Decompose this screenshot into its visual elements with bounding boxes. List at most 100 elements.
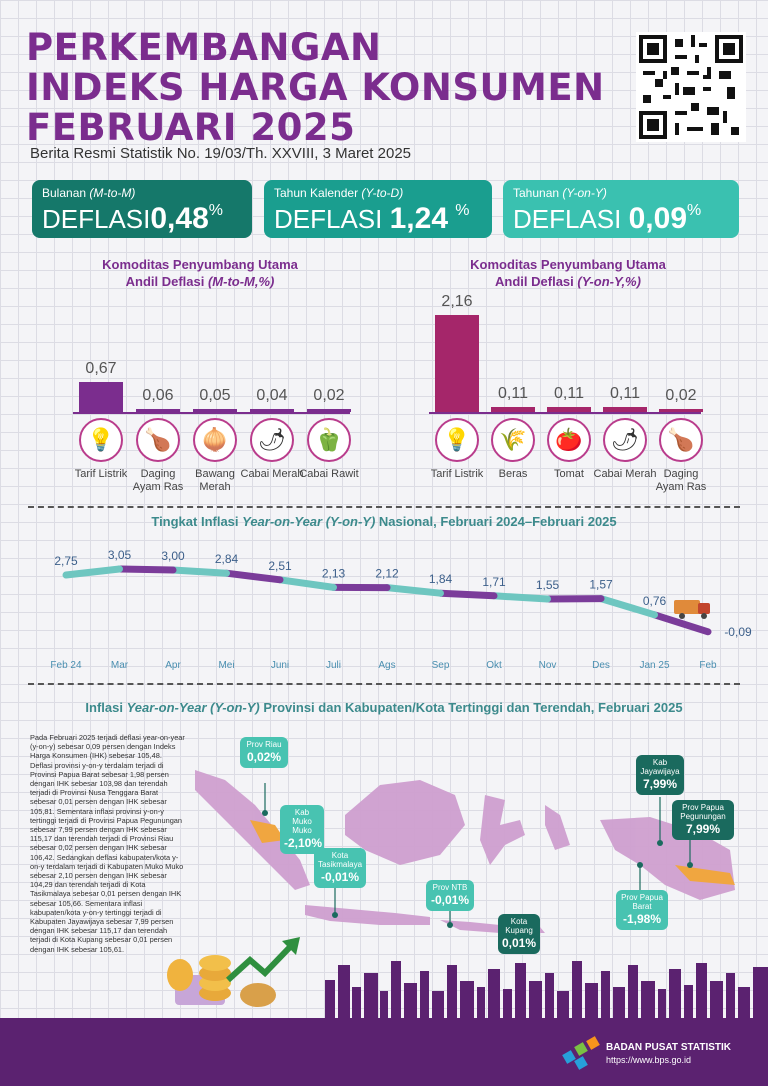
mtm-baseline <box>73 412 350 414</box>
pin-prov-papua-barat-name: Prov Papua Barat <box>621 893 663 911</box>
yoy-category-4: Daging Ayam Ras <box>655 468 707 493</box>
map-java <box>305 905 430 925</box>
line-segment-4 <box>276 576 337 591</box>
yoy-bar-label-2: 0,11 <box>554 385 584 403</box>
pin-kab-jayawijaya-value: 7,99% <box>642 777 678 791</box>
line-segment-8 <box>490 592 551 603</box>
footer <box>0 1018 768 1086</box>
yoy-bar-label-1: 0,11 <box>498 385 528 403</box>
map-title-italic: Year-on-Year (Y-on-Y) <box>126 700 260 715</box>
card-monthly-word: DEFLASI <box>42 204 151 234</box>
qr-code[interactable] <box>636 32 746 142</box>
yoy-bar-1 <box>491 407 535 412</box>
mtm-category-1: Daging Ayam Ras <box>132 468 184 493</box>
card-monthly-value: 0,48 <box>150 202 209 235</box>
card-yoy-label: Tahunan <box>513 186 560 200</box>
pin-prov-ntb-value: -0,01% <box>430 893 470 907</box>
indonesia-map <box>167 770 768 1020</box>
x-tick-label-2: Apr <box>165 660 181 671</box>
mtm-title-line2: Andil Deflasi <box>125 274 208 289</box>
card-ytd-label-italic: (Y-to-D) <box>361 186 404 200</box>
title-line-1: PERKEMBANGAN <box>26 26 382 69</box>
pin-prov-ntb[interactable]: Prov NTB -0,01% <box>426 880 474 911</box>
line-chart-title-post: Nasional, Februari 2024–Februari 2025 <box>375 514 617 529</box>
line-segment-3 <box>223 569 284 584</box>
yoy-bar-label-4: 0,02 <box>665 387 697 404</box>
title-line-3: FEBRUARI 2025 <box>26 106 356 149</box>
delivery-truck-icon <box>674 600 710 619</box>
mtm-category-3: Cabai Merah <box>240 468 304 480</box>
pin-prov-riau-value: 0,02% <box>246 750 282 764</box>
map-sumatra <box>195 770 310 890</box>
pin-prov-papua-barat[interactable]: Prov Papua Barat -1,98% <box>616 890 668 930</box>
line-point-label-5: 2,13 <box>322 566 346 580</box>
yoy-bar-0 <box>435 314 479 412</box>
title-line-2: INDEKS HARGA KONSUMEN <box>26 66 605 109</box>
mtm-bar-1 <box>136 409 180 412</box>
pin-prov-papua-barat-value: -1,98% <box>622 912 662 926</box>
yoy-title-line2: Andil Deflasi <box>495 274 578 289</box>
bps-org-name: BADAN PUSAT STATISTIK <box>606 1042 731 1053</box>
pin-kota-tasikmalaya[interactable]: Kota Tasikmalaya -0,01% <box>314 848 366 888</box>
card-monthly-label: Bulanan <box>42 186 87 200</box>
x-tick-label-5: Juli <box>326 660 341 671</box>
yoy-bar-label-0: 2,16 <box>441 292 473 310</box>
yoy-title-italic: (Y-on-Y,%) <box>577 274 641 289</box>
mtm-title: Komoditas Penyumbang Utama Andil Deflasi… <box>60 256 340 290</box>
map-highlight-papua-pegunungan <box>675 865 735 885</box>
mtm-bar-label-3: 0,04 <box>256 387 288 404</box>
line-segment-11 <box>651 611 712 636</box>
pin-kab-muko-muko-value: -2,10% <box>284 836 323 850</box>
pin-kota-tasikmalaya-name: Kota Tasikmalaya <box>318 851 363 869</box>
line-point-label-10: 1,57 <box>589 578 613 592</box>
card-monthly-label-italic: (M-to-M) <box>89 186 136 200</box>
chicken-icon: 🍗 <box>659 418 703 462</box>
summary-paragraph: Pada Februari 2025 terjadi deflasi year-… <box>30 733 185 954</box>
line-point-label-8: 1,71 <box>482 575 506 589</box>
divider-1 <box>28 506 740 508</box>
line-chart-title: Tingkat Inflasi Year-on-Year (Y-on-Y) Na… <box>0 514 768 529</box>
x-tick-label-7: Sep <box>432 660 450 671</box>
page-title: PERKEMBANGAN INDEKS HARGA KONSUMEN FEBRU… <box>26 28 626 148</box>
yoy-bar-3 <box>603 407 647 412</box>
pin-prov-papua-pegunungan[interactable]: Prov Papua Pegunungan 7,99% <box>672 800 734 840</box>
bulb-icon: 💡 <box>79 418 123 462</box>
onion-icon: 🧅 <box>193 418 237 462</box>
line-segment-1 <box>116 565 177 574</box>
card-ytd-label: Tahun Kalender <box>274 186 359 200</box>
line-point-label-9: 1,55 <box>536 578 560 592</box>
city-skyline <box>325 961 768 1020</box>
mtm-category-4: Cabai Rawit <box>299 468 359 480</box>
line-point-label-12: -0,09 <box>724 625 752 639</box>
pin-kab-jayawijaya[interactable]: Kab Jayawijaya 7,99% <box>636 755 684 795</box>
line-segment-0 <box>62 565 123 579</box>
x-tick-label-4: Juni <box>271 660 289 671</box>
mtm-category-0: Tarif Listrik <box>74 468 128 480</box>
card-monthly: Bulanan (M-to-M) DEFLASI0,48% <box>32 180 252 238</box>
line-point-label-7: 1,84 <box>429 572 453 586</box>
line-segment-10 <box>597 595 658 619</box>
pin-prov-riau-name: Prov Riau <box>246 740 282 749</box>
line-segment-6 <box>383 584 444 597</box>
card-monthly-unit: % <box>208 202 223 219</box>
pin-kab-muko-muko[interactable]: Kab Muko Muko -2,10% <box>280 805 324 854</box>
bulb-icon: 💡 <box>435 418 479 462</box>
map-title-post: Provinsi dan Kabupaten/Kota Tertinggi da… <box>259 700 683 715</box>
pin-prov-riau[interactable]: Prov Riau 0,02% <box>240 737 288 768</box>
x-tick-label-10: Des <box>592 660 610 671</box>
mtm-bar-3 <box>250 409 294 412</box>
bps-logo-icon <box>562 1036 600 1070</box>
yoy-category-2: Tomat <box>554 468 584 480</box>
line-point-label-2: 3,00 <box>161 549 185 563</box>
bps-url-link[interactable]: https://www.bps.go.id <box>606 1055 692 1065</box>
yoy-bar-2 <box>547 407 591 412</box>
yoy-baseline <box>429 412 701 414</box>
line-point-label-6: 2,12 <box>375 567 399 581</box>
mtm-title-italic: (M-to-M,%) <box>207 274 275 289</box>
pin-kota-kupang[interactable]: Kota Kupang 0,01% <box>498 914 540 954</box>
yoy-title-line1: Komoditas Penyumbang Utama <box>470 257 666 272</box>
mtm-category-2: Bawang Merah <box>195 468 235 493</box>
mtm-bar-label-4: 0,02 <box>313 387 345 404</box>
pin-kota-tasikmalaya-value: -0,01% <box>320 870 360 884</box>
line-point-label-1: 3,05 <box>108 548 132 562</box>
